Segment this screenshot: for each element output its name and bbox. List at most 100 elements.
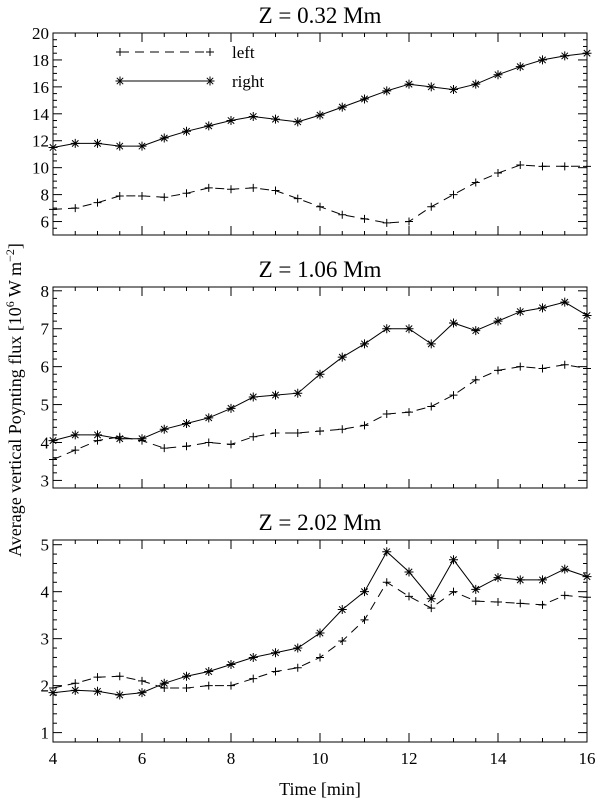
- data-point-left: [427, 402, 436, 411]
- data-point-left: [227, 681, 235, 690]
- data-point-left: [560, 591, 569, 600]
- data-point-left: [160, 444, 169, 453]
- data-point-right: [315, 369, 325, 379]
- panel-2-title: Z = 1.06 Mm: [259, 257, 382, 282]
- series-right: [48, 48, 592, 152]
- y-tick-label: 4: [41, 583, 50, 602]
- data-point-left: [583, 162, 591, 171]
- data-point-right: [360, 339, 369, 349]
- data-point-left: [227, 185, 235, 194]
- x-tick-label: 12: [401, 749, 418, 768]
- y-tick-label: 8: [41, 282, 50, 301]
- panel-3-title: Z = 2.02 Mm: [259, 510, 382, 535]
- legend-right-label: right: [232, 72, 264, 91]
- data-point-right: [360, 587, 369, 597]
- data-point-left: [583, 593, 591, 602]
- data-point-right: [271, 390, 280, 400]
- x-tick-label: 4: [49, 749, 58, 768]
- y-tick-label: 6: [41, 213, 50, 232]
- data-point-right: [337, 605, 347, 615]
- panel-1: Z = 0.32 Mm 6 8 10 12 14 16 18 20: [32, 3, 592, 236]
- data-point-left: [227, 440, 235, 449]
- data-point-right: [182, 671, 191, 681]
- data-point-right: [538, 575, 547, 585]
- data-point-left: [516, 599, 525, 608]
- data-point-left: [138, 676, 146, 685]
- data-point-right: [159, 133, 169, 143]
- data-point-right: [248, 111, 258, 121]
- data-point-left: [538, 600, 547, 609]
- data-point-right: [271, 648, 280, 658]
- series-left: [49, 160, 591, 227]
- data-point-right: [137, 141, 147, 151]
- data-point-left: [360, 421, 369, 430]
- data-point-right: [293, 643, 303, 653]
- data-point-left: [560, 162, 569, 171]
- data-point-right: [115, 690, 125, 700]
- data-point-right: [538, 303, 547, 313]
- series-left: [49, 578, 591, 692]
- data-point-right: [337, 352, 347, 362]
- data-point-left: [427, 202, 436, 211]
- x-tick-label: 8: [227, 749, 236, 768]
- data-point-right: [159, 424, 169, 434]
- data-point-right: [159, 678, 169, 688]
- data-point-left: [182, 442, 191, 451]
- data-point-right: [204, 121, 214, 131]
- data-point-right: [515, 575, 525, 585]
- data-point-right: [449, 555, 458, 565]
- data-point-left: [405, 408, 413, 417]
- data-point-left: [204, 438, 213, 447]
- data-point-right: [582, 310, 592, 320]
- data-point-left: [494, 598, 502, 607]
- data-point-left: [360, 615, 369, 624]
- data-point-right: [48, 688, 58, 698]
- data-point-right: [382, 547, 392, 557]
- data-point-left: [471, 375, 480, 384]
- data-point-right: [115, 434, 125, 444]
- data-point-left: [204, 183, 213, 192]
- series-left-line: [52, 364, 588, 461]
- data-point-right: [471, 326, 481, 336]
- data-point-right: [560, 564, 570, 574]
- data-point-right: [226, 116, 236, 126]
- data-point-left: [271, 667, 280, 676]
- data-point-left: [405, 217, 413, 226]
- x-axis-label: Time [min]: [279, 779, 361, 799]
- x-tick-label: 10: [312, 749, 329, 768]
- data-point-right: [70, 685, 80, 695]
- data-point-left: [360, 214, 369, 223]
- data-point-left: [49, 205, 57, 214]
- data-point-left: [516, 362, 525, 371]
- data-point-right: [560, 297, 570, 307]
- data-point-right: [48, 142, 58, 152]
- data-point-left: [249, 183, 258, 192]
- data-point-left: [293, 194, 302, 203]
- y-axis-label: Average vertical Poynting flux [106 W m−…: [3, 243, 25, 557]
- data-point-left: [49, 455, 57, 464]
- data-point-left: [382, 578, 391, 587]
- data-point-right: [426, 594, 436, 604]
- data-point-right: [515, 307, 525, 317]
- y-tick-label: 1: [41, 724, 50, 743]
- series-left-line: [52, 164, 587, 224]
- y-tick-label: 5: [41, 396, 50, 415]
- y-tick-label: 8: [41, 186, 50, 205]
- data-point-left: [182, 189, 191, 198]
- panel-1-title: Z = 0.32 Mm: [259, 3, 382, 28]
- data-point-left: [71, 446, 80, 455]
- legend-left-label: left: [232, 43, 255, 62]
- data-point-left: [516, 160, 525, 169]
- data-point-right: [248, 652, 258, 662]
- y-tick-label: 10: [32, 159, 49, 178]
- data-point-right: [493, 316, 503, 326]
- data-point-left: [427, 604, 436, 613]
- data-point-right: [226, 403, 236, 413]
- legend-left-marker-a: [116, 48, 124, 56]
- data-point-left: [382, 410, 391, 419]
- data-point-left: [338, 210, 347, 219]
- y-tick-label: 4: [41, 433, 50, 452]
- data-point-right: [493, 573, 503, 583]
